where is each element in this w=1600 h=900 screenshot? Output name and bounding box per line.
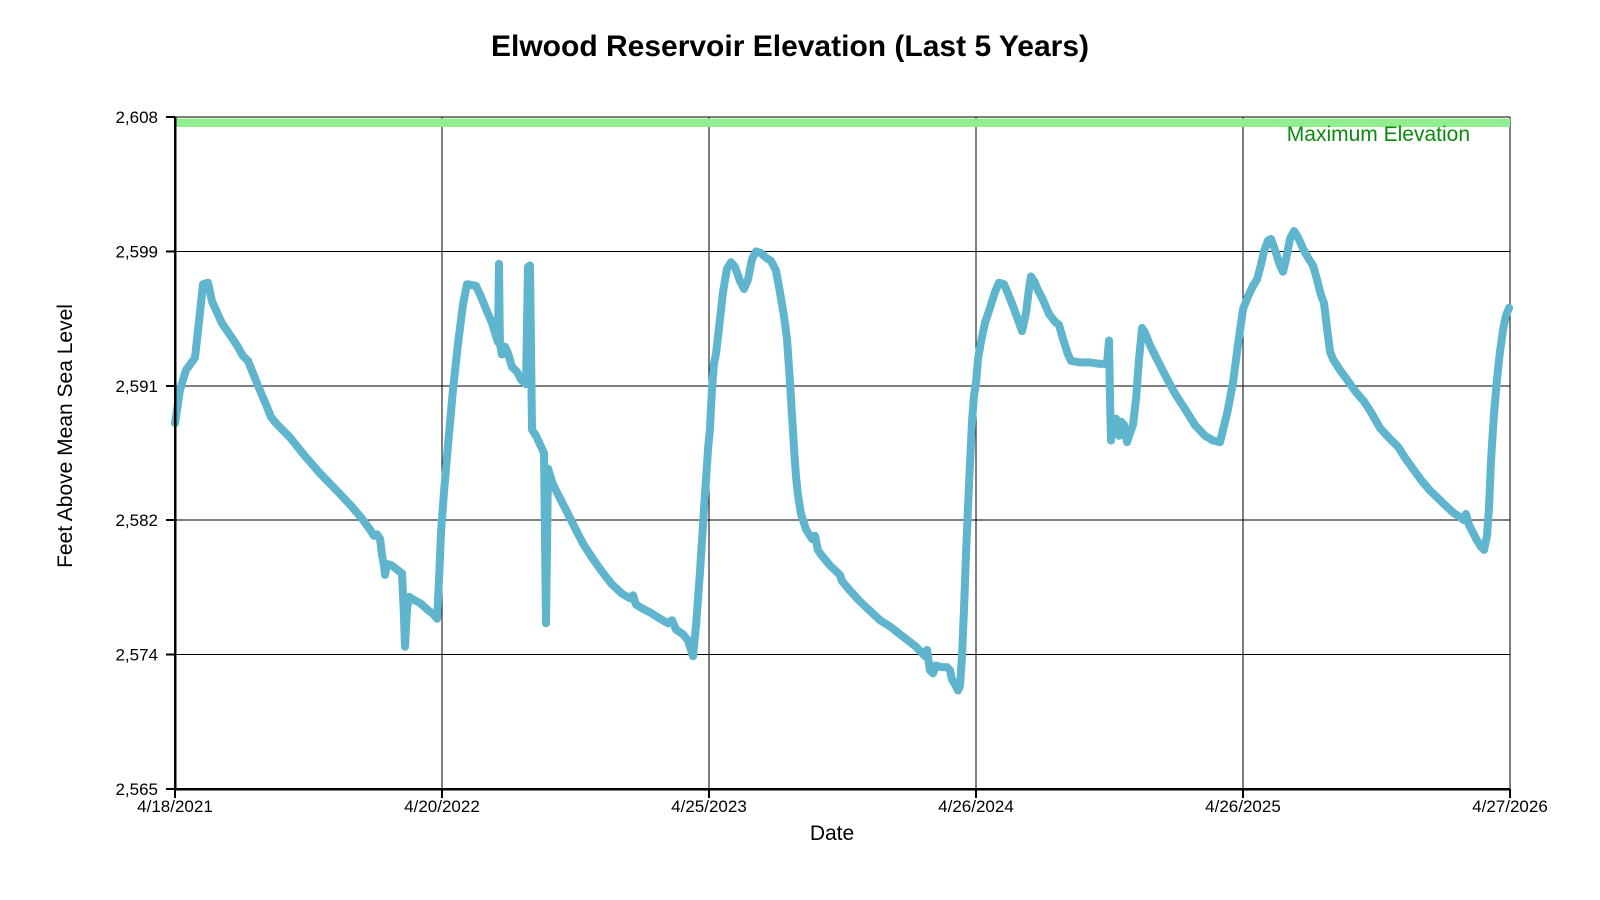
y-tick-label: 2,608 xyxy=(115,108,158,127)
y-tick-label: 2,599 xyxy=(115,242,158,261)
max-elevation-band-layer xyxy=(175,118,1510,127)
x-tick-label: 4/20/2022 xyxy=(404,797,480,816)
x-axis-title: Date xyxy=(810,822,854,845)
chart-title: Elwood Reservoir Elevation (Last 5 Years… xyxy=(490,30,1089,63)
max-elevation-label: Maximum Elevation xyxy=(1287,123,1470,146)
elevation-line xyxy=(171,227,1514,695)
x-tick-label: 4/27/2026 xyxy=(1472,797,1548,816)
y-tick-label: 2,582 xyxy=(115,511,158,530)
y-tick-label: 2,574 xyxy=(115,646,158,665)
tick-labels: 2,565 2,574 2,582 2,591 2,599 2,608 4/18/2021 4… xyxy=(115,108,1547,816)
x-tick-label: 4/26/2025 xyxy=(1205,797,1281,816)
series-layer xyxy=(171,227,1514,695)
axes xyxy=(166,116,1511,798)
y-axis-title: Feet Above Mean Sea Level xyxy=(54,304,77,568)
max-elevation-band xyxy=(175,118,1510,127)
x-tick-label: 4/25/2023 xyxy=(671,797,747,816)
y-tick-label: 2,565 xyxy=(115,780,158,799)
x-tick-label: 4/26/2024 xyxy=(938,797,1014,816)
gridlines xyxy=(174,116,1511,790)
y-tick-label: 2,591 xyxy=(115,377,158,396)
x-tick-label: 4/18/2021 xyxy=(137,797,213,816)
